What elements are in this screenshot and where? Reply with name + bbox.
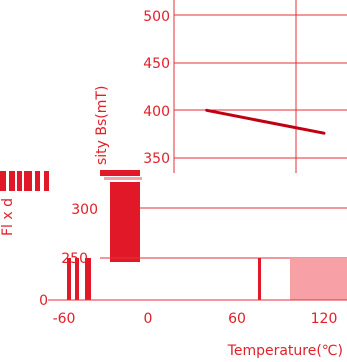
y-tick-0: 0 [39,293,48,309]
glitch-bar-4 [24,171,32,191]
y-tick-350: 350 [143,151,170,167]
plot-background [174,0,347,173]
glitch-stripe-thin [104,177,142,180]
glitch-bar-3 [17,171,22,191]
glitch-spike-1 [67,258,71,300]
glitch-bar-5 [35,171,40,191]
glitch-stripe-top [100,170,140,176]
glitch-spike-2 [75,258,79,300]
glitch-block-center [110,182,140,262]
y-tick-500: 500 [143,9,170,25]
x-tick-neg60: -60 [53,311,76,327]
glitch-light-block-1 [290,258,302,300]
y-tick-400: 400 [143,104,170,120]
y-tick-450: 450 [143,56,170,72]
y-tick-300: 300 [71,202,98,218]
glitch-light-block-2 [302,258,347,300]
plot-area [173,0,347,173]
glitch-region: Fl x d [0,170,347,301]
series-line-flux-density [205,108,326,135]
x-tick-0: 0 [144,311,153,327]
y-axis-title: sity Bs(mT) [94,86,110,165]
y-tick-250: 250 [61,251,88,267]
x-axis-title: Temperature(℃) [227,343,343,359]
glitch-line-1 [258,258,261,300]
x-tick-120: 120 [311,311,338,327]
glitch-spike-3 [85,258,91,300]
x-tick-60: 60 [228,311,246,327]
y-axis-title-fragment: Fl x d [0,198,16,236]
glitch-bar-2 [9,171,15,191]
glitch-bar-6 [44,171,49,191]
glitch-bar-1 [0,171,6,191]
